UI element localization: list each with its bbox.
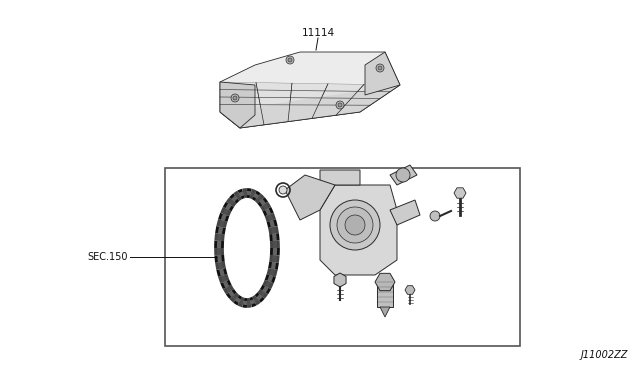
Polygon shape: [288, 83, 328, 122]
Circle shape: [336, 101, 344, 109]
Bar: [377, 282, 393, 307]
Circle shape: [338, 103, 342, 107]
Circle shape: [396, 168, 410, 182]
Polygon shape: [390, 165, 417, 185]
Circle shape: [286, 56, 294, 64]
Polygon shape: [285, 175, 335, 220]
Circle shape: [345, 215, 365, 235]
Text: 11114: 11114: [301, 28, 335, 38]
Circle shape: [430, 211, 440, 221]
Polygon shape: [256, 83, 292, 125]
Polygon shape: [390, 200, 420, 225]
Circle shape: [330, 200, 380, 250]
Polygon shape: [220, 52, 400, 128]
Polygon shape: [336, 84, 400, 115]
Polygon shape: [375, 273, 395, 291]
Polygon shape: [220, 85, 400, 128]
Bar: [165, 168, 520, 346]
Polygon shape: [220, 82, 255, 128]
Circle shape: [279, 186, 287, 194]
Polygon shape: [334, 273, 346, 287]
Polygon shape: [365, 52, 400, 95]
Polygon shape: [320, 170, 360, 200]
Polygon shape: [312, 84, 364, 118]
Circle shape: [337, 207, 373, 243]
Text: SEC.150: SEC.150: [87, 252, 127, 262]
Circle shape: [233, 96, 237, 100]
Polygon shape: [320, 185, 397, 275]
Polygon shape: [220, 82, 264, 128]
Polygon shape: [380, 307, 390, 317]
Circle shape: [378, 66, 382, 70]
Circle shape: [376, 64, 384, 72]
Circle shape: [231, 94, 239, 102]
Text: J11002ZZ: J11002ZZ: [580, 350, 628, 360]
Polygon shape: [405, 286, 415, 294]
Circle shape: [288, 58, 292, 62]
Polygon shape: [454, 188, 466, 198]
